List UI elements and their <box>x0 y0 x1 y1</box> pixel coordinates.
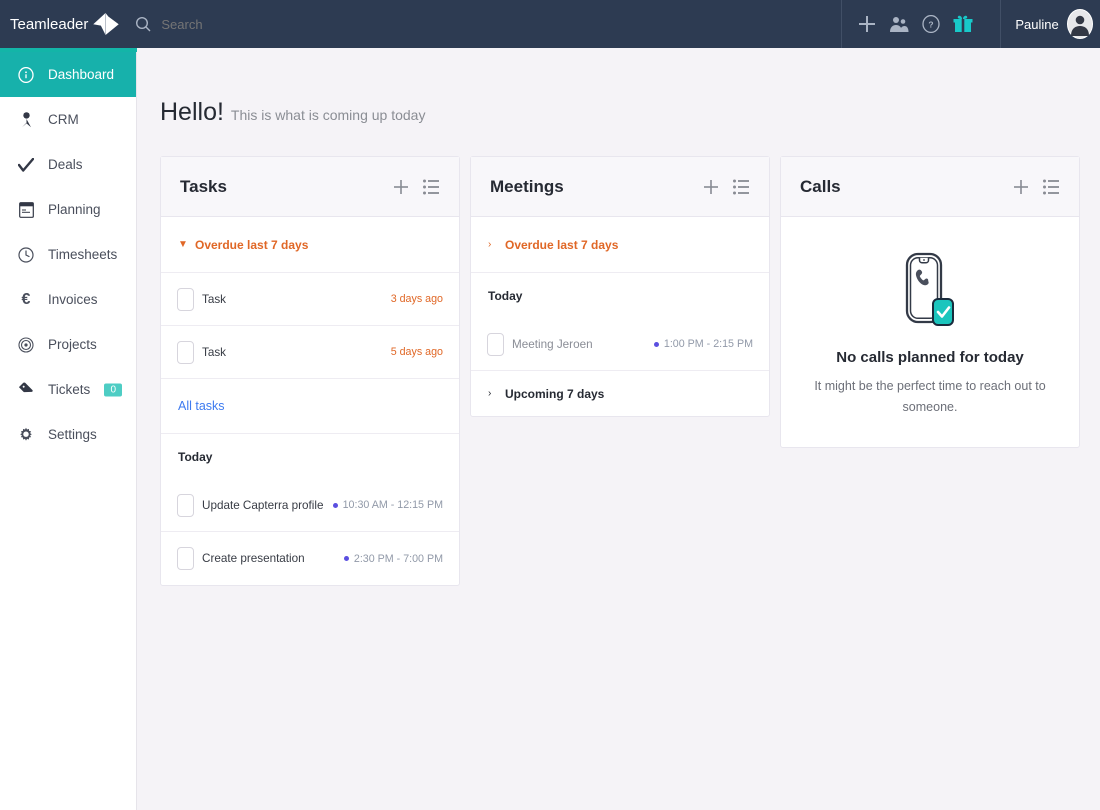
svg-text:?: ? <box>929 20 934 30</box>
